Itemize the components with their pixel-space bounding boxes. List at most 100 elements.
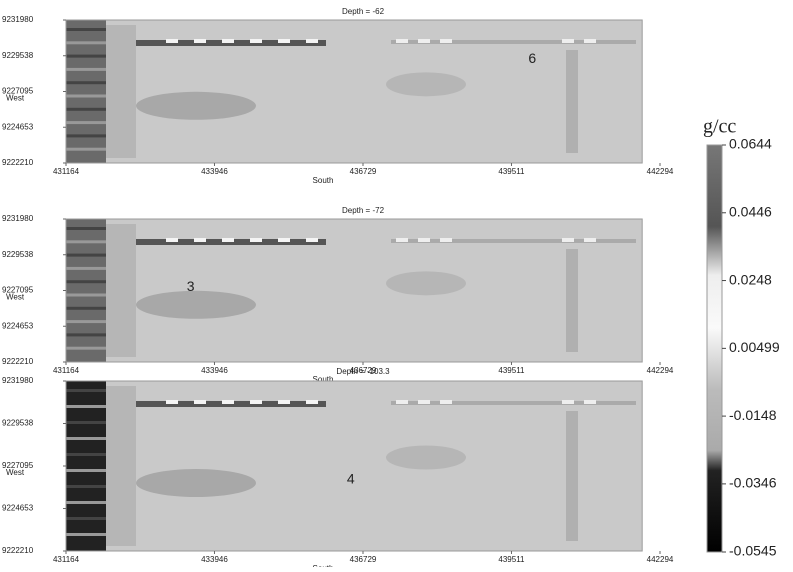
colorbar-tick-label: 0.0644 (729, 136, 772, 152)
heatmap-bright (278, 400, 290, 404)
heatmap-stripe (66, 240, 106, 244)
x-tick-label: 431164 (53, 167, 80, 176)
heatmap-stripe (66, 41, 106, 45)
heatmap-stripe (66, 501, 106, 504)
heatmap-shade (106, 224, 136, 357)
heatmap-bright (278, 39, 290, 43)
panel-title: Depth = -103.3 (336, 367, 390, 376)
heatmap-bright (306, 400, 318, 404)
heatmap-stripe (66, 280, 106, 284)
x-tick-label: 433946 (201, 366, 228, 375)
heatmap-bright (584, 400, 596, 404)
heatmap-streak (391, 401, 636, 405)
y-tick-label: 9222210 (2, 357, 34, 366)
heatmap-edge (66, 381, 106, 551)
heatmap-bright (584, 238, 596, 242)
x-tick-label: 433946 (201, 555, 228, 564)
x-tick-label: 431164 (53, 555, 80, 564)
heatmap-stripe (66, 469, 106, 472)
heatmap-bright (396, 400, 408, 404)
colorbar-tick-label: 0.0446 (729, 203, 772, 219)
heatmap-shade (106, 25, 136, 158)
heatmap-streak (391, 239, 636, 243)
x-axis-label: South (313, 375, 334, 384)
heatmap-bright (440, 39, 452, 43)
x-tick-label: 436729 (350, 555, 377, 564)
heatmap-bright (222, 238, 234, 242)
heatmap-bright (562, 238, 574, 242)
heatmap-bright (440, 400, 452, 404)
y-tick-label: 9229538 (2, 419, 34, 428)
y-axis-label: West (6, 468, 25, 477)
heatmap-blob (386, 445, 466, 470)
y-tick-label: 9227095 (2, 286, 34, 295)
heatmap-stripe (66, 266, 106, 270)
heatmap-stripe (66, 121, 106, 125)
heatmap-stripe (66, 320, 106, 324)
y-axis-label: West (6, 293, 25, 302)
heatmap-stripe (66, 485, 106, 488)
heatmap-stripe (66, 147, 106, 151)
annotation: 4 (347, 471, 355, 487)
heatmap-stripe (66, 134, 106, 138)
heatmap-bright (250, 238, 262, 242)
heatmap-blob (136, 290, 256, 319)
annotation: 6 (528, 50, 536, 66)
x-tick-label: 433946 (201, 167, 228, 176)
panel-title: Depth = -62 (342, 7, 385, 16)
panel-title: Depth = -72 (342, 206, 385, 215)
colorbar-tick-label: 0.00499 (729, 339, 780, 355)
heatmap-bright (418, 400, 430, 404)
y-tick-label: 9231980 (2, 376, 34, 385)
heatmap-col (566, 249, 578, 352)
colorbar-tick-label: 0.0248 (729, 271, 772, 287)
heatmap-stripe (66, 346, 106, 350)
y-tick-label: 9224653 (2, 122, 34, 131)
heatmap-stripe (66, 533, 106, 536)
annotation: 3 (187, 278, 195, 294)
heatmap-bright (396, 39, 408, 43)
heatmap-bright (562, 39, 574, 43)
y-tick-label: 9224653 (2, 504, 34, 513)
x-tick-label: 439511 (498, 167, 525, 176)
heatmap-bright (250, 400, 262, 404)
heatmap-bright (250, 39, 262, 43)
colorbar-tick-label: -0.0346 (729, 475, 777, 491)
heatmap-bright (306, 238, 318, 242)
heatmap-streak (391, 40, 636, 44)
heatmap-bright (194, 238, 206, 242)
y-tick-label: 9227095 (2, 87, 34, 96)
heatmap-stripe (66, 293, 106, 297)
heatmap-stripe (66, 67, 106, 71)
heatmap-bright (194, 39, 206, 43)
x-tick-label: 431164 (53, 366, 80, 375)
heatmap-stripe (66, 453, 106, 456)
heatmap-blob (136, 469, 256, 497)
y-axis-label: West (6, 94, 25, 103)
heatmap-stripe (66, 94, 106, 98)
heatmap-shade (106, 386, 136, 546)
heatmap-bright (222, 400, 234, 404)
x-tick-label: 442294 (647, 366, 674, 375)
colorbar-tick-label: -0.0148 (729, 407, 777, 423)
heatmap-bright (166, 39, 178, 43)
y-tick-label: 9222210 (2, 546, 34, 555)
heatmap-bright (278, 238, 290, 242)
heatmap-bright (166, 400, 178, 404)
heatmap-stripe (66, 405, 106, 408)
y-tick-label: 9224653 (2, 321, 34, 330)
y-tick-label: 9229538 (2, 250, 34, 259)
heatmap-bright (194, 400, 206, 404)
x-tick-label: 436729 (350, 366, 377, 375)
heatmap-stripe (66, 306, 106, 310)
heatmap-col (566, 411, 578, 541)
heatmap-stripe (66, 28, 106, 31)
heatmap-blob (136, 91, 256, 120)
heatmap-bright (440, 238, 452, 242)
x-axis-label: South (313, 176, 334, 185)
heatmap-bright (418, 238, 430, 242)
heatmap-bright (222, 39, 234, 43)
heatmap-stripe (66, 333, 106, 337)
heatmap-stripe (66, 437, 106, 440)
